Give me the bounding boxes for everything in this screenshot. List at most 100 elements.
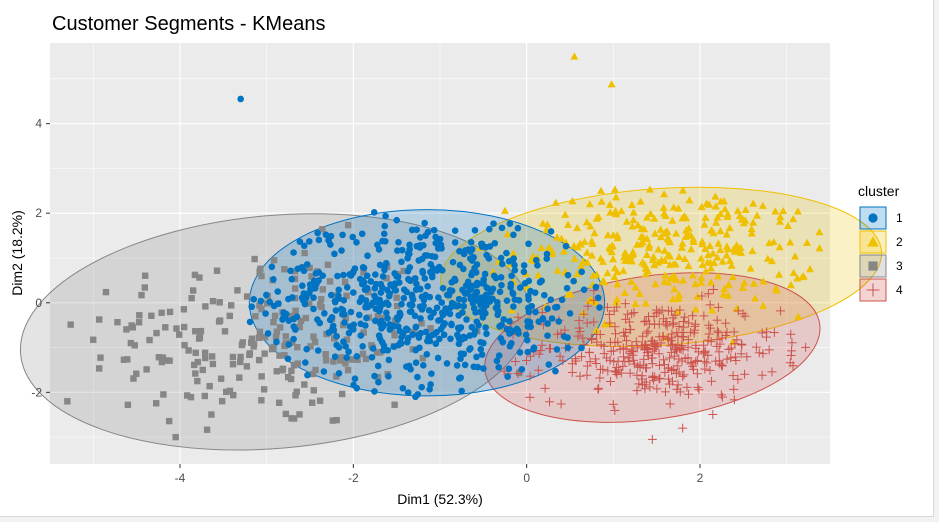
cluster-2-point bbox=[721, 205, 730, 213]
cluster-4-point bbox=[619, 352, 629, 362]
cluster-1-point bbox=[384, 346, 392, 354]
cluster-2-point bbox=[629, 250, 638, 258]
cluster-4-point bbox=[612, 363, 622, 373]
cluster-1-point bbox=[335, 370, 343, 377]
cluster-4-point bbox=[705, 300, 715, 310]
cluster-4-point bbox=[649, 375, 659, 385]
cluster-1-point bbox=[284, 355, 292, 363]
cluster-3-point bbox=[310, 333, 317, 340]
cluster-4-point bbox=[593, 384, 603, 394]
cluster-3-point bbox=[360, 269, 367, 276]
cluster-4-point bbox=[704, 320, 714, 330]
cluster-1-point bbox=[386, 326, 394, 333]
outlier-points bbox=[64, 52, 688, 444]
cluster-3-point bbox=[199, 366, 206, 374]
cluster-4-point bbox=[639, 317, 649, 327]
cluster-4-point bbox=[654, 332, 664, 342]
cluster-1-point bbox=[456, 375, 463, 382]
cluster-2-point bbox=[662, 227, 671, 235]
grid-major bbox=[50, 43, 830, 464]
cluster-2-point bbox=[749, 199, 758, 207]
cluster-3-point bbox=[342, 360, 349, 367]
cluster-1-point bbox=[404, 267, 412, 275]
cluster-1-point bbox=[385, 356, 393, 364]
cluster-2-point bbox=[747, 224, 756, 233]
cluster-1-point bbox=[363, 301, 370, 309]
cluster-2-point bbox=[638, 258, 647, 266]
cluster-4-point bbox=[641, 363, 651, 373]
cluster-2-point bbox=[622, 250, 631, 258]
cluster-4-point bbox=[712, 315, 722, 325]
legend-label-2: 2 bbox=[896, 235, 903, 249]
cluster-2-point bbox=[697, 278, 706, 286]
cluster-4-point bbox=[624, 356, 634, 366]
cluster-1-point bbox=[404, 338, 411, 346]
cluster-4-point bbox=[678, 317, 688, 326]
cluster-3-point bbox=[123, 326, 130, 333]
cluster-3-point bbox=[201, 349, 209, 357]
cluster-4-point bbox=[609, 306, 619, 316]
cluster-2-point bbox=[503, 230, 512, 238]
cluster-2-point bbox=[716, 226, 725, 235]
cluster-1-point bbox=[350, 289, 357, 296]
x-tick-label: 0 bbox=[523, 471, 530, 485]
cluster-1-point bbox=[468, 257, 476, 264]
cluster-4-point bbox=[788, 361, 798, 371]
cluster-1-point bbox=[412, 323, 420, 331]
cluster-1-point bbox=[442, 305, 449, 312]
cluster-2-point bbox=[557, 234, 566, 242]
cluster-4-point bbox=[671, 344, 681, 354]
cluster-4-point bbox=[660, 387, 670, 397]
cluster-1-point bbox=[342, 343, 349, 350]
legend-label-1: 1 bbox=[896, 211, 903, 225]
cluster-1-point bbox=[262, 310, 269, 317]
cluster-2-point bbox=[724, 291, 733, 299]
cluster-1-point bbox=[357, 332, 365, 339]
cluster-1-point bbox=[305, 238, 313, 245]
cluster-4-point bbox=[733, 306, 743, 316]
cluster-4-point bbox=[754, 348, 764, 358]
cluster-4-point bbox=[536, 346, 546, 356]
cluster-1-point bbox=[422, 328, 430, 336]
cluster-4-point bbox=[724, 344, 734, 354]
cluster-3-point bbox=[391, 332, 398, 339]
chart-title: Customer Segments - KMeans bbox=[52, 13, 325, 35]
cluster-3-point bbox=[213, 267, 221, 274]
cluster-1-point bbox=[522, 331, 530, 339]
cluster-2-point bbox=[627, 200, 636, 208]
cluster-1-point bbox=[345, 329, 353, 337]
cluster-1-point bbox=[399, 384, 407, 392]
cluster-1-point bbox=[553, 346, 561, 353]
cluster-4-point bbox=[623, 309, 633, 319]
y-axis-title: Dim2 (18.2%) bbox=[9, 210, 25, 296]
cluster-2-point bbox=[612, 193, 621, 201]
cluster-1-point bbox=[290, 335, 297, 343]
cluster-2-point bbox=[713, 213, 722, 221]
cluster-1-point bbox=[332, 307, 340, 314]
cluster-1-point bbox=[375, 378, 382, 386]
cluster-4-point bbox=[589, 317, 599, 327]
cluster-4-point bbox=[560, 325, 570, 335]
cluster-1-point bbox=[507, 280, 515, 288]
cluster-3-point bbox=[316, 397, 324, 404]
cluster-3-point bbox=[337, 357, 344, 364]
cluster-1-point bbox=[290, 249, 297, 256]
cluster-2-point bbox=[537, 243, 546, 252]
cluster-1-point bbox=[543, 255, 551, 262]
cluster-1-point bbox=[498, 260, 506, 268]
cluster-1-point bbox=[432, 340, 440, 347]
cluster-1-point bbox=[331, 250, 338, 258]
cluster-3-point bbox=[393, 302, 401, 310]
cluster-2-point bbox=[728, 272, 737, 281]
cluster-4-point bbox=[545, 343, 555, 353]
cluster-2-point bbox=[605, 200, 614, 208]
cluster-4-point bbox=[603, 366, 613, 376]
cluster-1-point bbox=[374, 299, 382, 306]
cluster-1-point bbox=[467, 293, 474, 300]
cluster-2-point bbox=[656, 225, 665, 233]
cluster-1-point bbox=[495, 363, 503, 371]
cluster-1-point bbox=[503, 297, 511, 304]
cluster-2-point bbox=[645, 185, 654, 193]
